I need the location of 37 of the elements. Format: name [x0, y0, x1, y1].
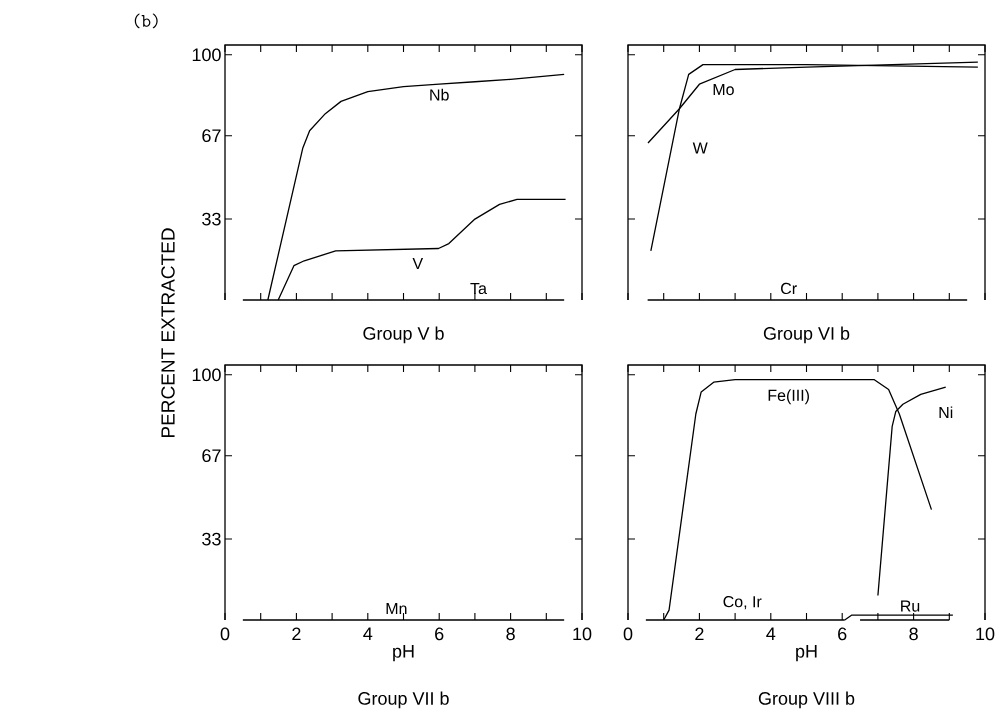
series-label: Nb	[430, 88, 449, 101]
x-tick-label: 2	[695, 627, 704, 641]
x-tick-label: 10	[573, 627, 592, 641]
legend-label: Mn	[386, 603, 407, 615]
legend-label: Ru	[901, 600, 920, 612]
y-tick-label: 67	[202, 449, 221, 463]
series-label: Co, Ir	[723, 595, 762, 610]
text: Group VI b	[763, 326, 850, 344]
legend-label: Cr	[781, 282, 797, 295]
y-axis-title: PERCENT EXTRACTED	[161, 228, 175, 437]
x-tick-label: 0	[220, 627, 230, 641]
x-tick-label: 2	[292, 627, 301, 641]
series-label: Ni	[939, 406, 953, 419]
x-tick-label: 4	[363, 627, 373, 640]
y-tick-label: 100	[192, 368, 221, 382]
text: Group V b	[363, 326, 444, 344]
x-tick-label: 0	[623, 627, 633, 641]
text: (b)	[134, 13, 158, 29]
x-axis-title: pH	[796, 645, 817, 662]
series-label: W	[692, 142, 708, 154]
x-tick-label: 8	[909, 627, 918, 641]
x-axis-title: pH	[393, 645, 414, 662]
x-tick-label: 6	[435, 627, 444, 641]
legend-label: Ta	[470, 282, 487, 295]
text: Group VII b	[358, 691, 449, 709]
series-label: V	[412, 258, 424, 270]
y-tick-label: 33	[202, 532, 221, 546]
x-tick-label: 6	[838, 627, 847, 641]
y-tick-label: 67	[202, 129, 221, 143]
x-tick-label: 8	[506, 627, 515, 641]
y-tick-label: 100	[192, 48, 221, 62]
x-tick-label: 10	[976, 627, 995, 641]
y-tick-label: 33	[202, 212, 221, 226]
series-label: Fe(III)	[768, 389, 809, 405]
text: Group VIII b	[758, 691, 855, 709]
x-tick-label: 4	[766, 627, 776, 640]
series-label: Mo	[713, 83, 734, 96]
